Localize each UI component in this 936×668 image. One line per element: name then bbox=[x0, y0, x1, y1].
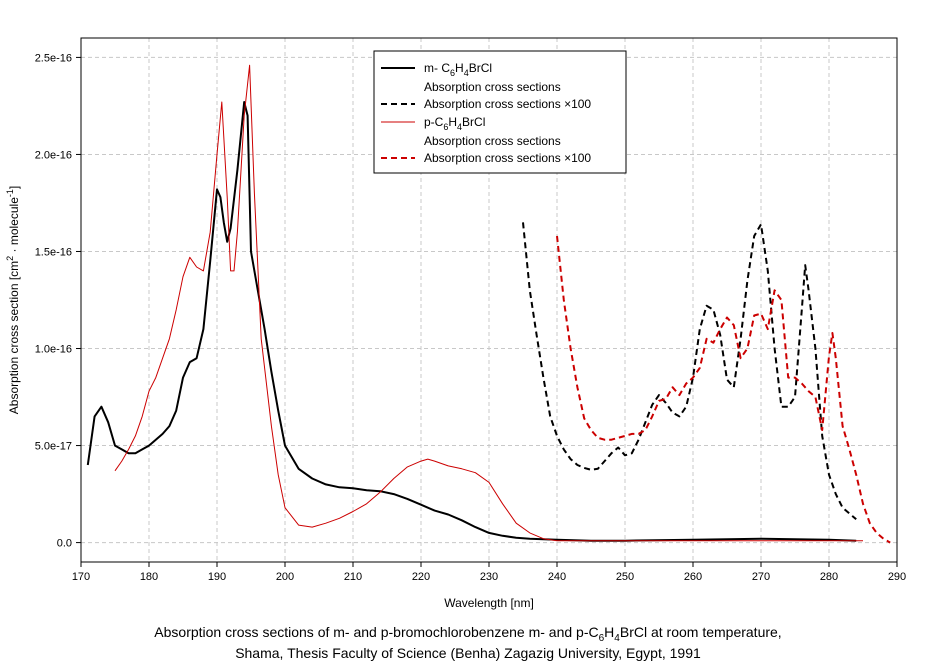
caption-sub-4: 4 bbox=[614, 632, 620, 644]
caption-h: H bbox=[604, 624, 615, 640]
series-line-4 bbox=[556, 235, 891, 544]
legend-label-m-sub2: Absorption cross sections ×100 bbox=[424, 97, 591, 111]
caption-line-1: Absorption cross sections of m- and p-br… bbox=[0, 624, 936, 644]
caption-sub-6: 6 bbox=[598, 632, 605, 644]
x-axis-label: Wavelength [nm] bbox=[444, 596, 534, 610]
y-tick-label: 0.0 bbox=[57, 538, 72, 550]
x-tick-label: 180 bbox=[140, 571, 158, 583]
x-tick-label: 250 bbox=[616, 571, 634, 583]
series-lines bbox=[86, 64, 891, 544]
x-axis: 170 180 190 200 210 220 230 240 250 260 270 280 290 bbox=[72, 562, 906, 583]
legend-label-p-title: p-C6H4BrCl bbox=[424, 115, 485, 132]
y-axis-label: Absorption cross section [cm2 · molecule… bbox=[5, 186, 21, 414]
legend-label-p-sub2: Absorption cross sections ×100 bbox=[424, 151, 591, 165]
y-tick-label: 2.5e-16 bbox=[35, 52, 72, 64]
x-tick-label: 240 bbox=[548, 571, 566, 583]
x-tick-label: 200 bbox=[276, 571, 294, 583]
y-tick-label: 1.0e-16 bbox=[35, 344, 72, 356]
legend: m- C6H4BrCl Absorption cross sections Ab… bbox=[373, 50, 627, 174]
y-tick-label: 2.0e-16 bbox=[35, 149, 72, 161]
x-tick-label: 280 bbox=[820, 571, 838, 583]
legend-box bbox=[373, 50, 627, 174]
series-line-2 bbox=[522, 222, 857, 521]
legend-label-p-sub1: Absorption cross sections bbox=[424, 134, 561, 148]
legend-label-m-title: m- C6H4BrCl bbox=[424, 61, 492, 78]
series-line-3 bbox=[114, 64, 863, 542]
legend-label-m-sub1: Absorption cross sections bbox=[424, 80, 561, 94]
series-line-1 bbox=[86, 101, 857, 542]
x-tick-label: 210 bbox=[344, 571, 362, 583]
caption-line-2: Shama, Thesis Faculty of Science (Benha)… bbox=[235, 645, 701, 661]
chart: 170 180 190 200 210 220 230 240 250 260 270 280 290 … bbox=[5, 37, 906, 610]
x-tick-label: 260 bbox=[684, 571, 702, 583]
x-tick-label: 270 bbox=[752, 571, 770, 583]
y-axis: 0.0 5.0e-17 1.0e-16 1.5e-16 2.0e-16 2.5e-16 bbox=[35, 52, 81, 550]
y-tick-label: 5.0e-17 bbox=[35, 441, 72, 453]
y-tick-label: 1.5e-16 bbox=[35, 246, 72, 258]
caption-line-1-a: Absorption cross sections of m- and p-br… bbox=[154, 624, 599, 640]
x-tick-label: 170 bbox=[72, 571, 90, 583]
x-tick-label: 220 bbox=[412, 571, 430, 583]
caption-line-1-b: BrCl at room temperature, bbox=[619, 624, 782, 640]
x-tick-label: 230 bbox=[480, 571, 498, 583]
x-tick-label: 190 bbox=[208, 571, 226, 583]
x-tick-label: 290 bbox=[888, 571, 906, 583]
